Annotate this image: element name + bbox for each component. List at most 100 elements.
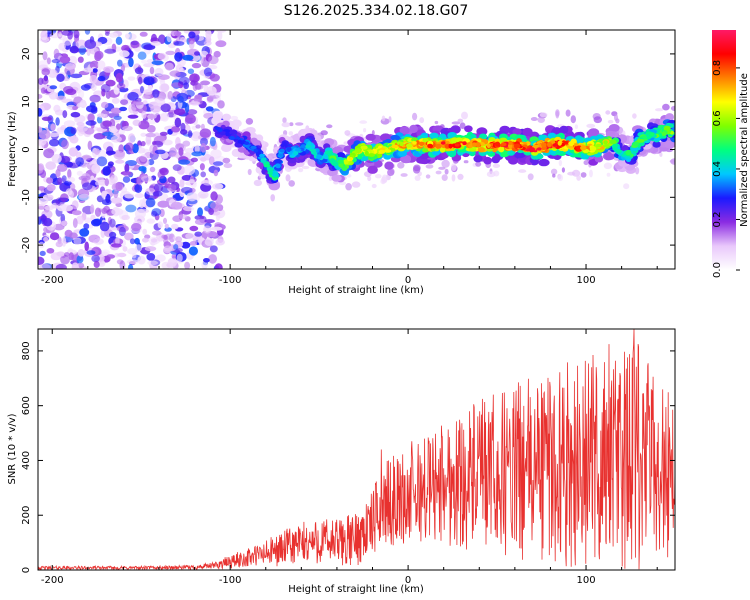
noise-blob <box>127 76 136 81</box>
ridge-blob <box>462 141 467 146</box>
noise-blob <box>141 110 147 119</box>
noise-blob <box>145 187 156 195</box>
noise-blob <box>55 241 63 248</box>
noise-blob <box>174 117 182 128</box>
ridge-blob <box>331 174 342 182</box>
ridge-blob <box>475 142 481 148</box>
noise-blob <box>50 123 56 131</box>
noise-blob <box>86 105 98 113</box>
noise-blob <box>184 261 191 269</box>
noise-blob <box>94 207 102 217</box>
noise-blob <box>41 68 50 76</box>
noise-blob <box>134 237 140 245</box>
noise-blob <box>120 99 129 105</box>
ridge-blob <box>324 150 332 155</box>
ridge-blob <box>513 143 521 149</box>
ridge-blob <box>609 139 617 145</box>
noise-blob <box>138 120 150 130</box>
noise-blob <box>87 113 95 123</box>
noise-blob <box>75 157 84 167</box>
noise-blob <box>128 263 134 269</box>
noise-blob <box>39 263 51 269</box>
noise-blob <box>140 86 144 94</box>
ridge-blob <box>595 143 603 148</box>
spill-blob <box>381 115 386 122</box>
y-tick-label: 800 <box>21 341 32 360</box>
noise-blob <box>212 183 224 190</box>
noise-blob <box>160 112 170 122</box>
noise-blob <box>119 106 128 112</box>
noise-blob <box>86 48 91 56</box>
noise-blob <box>217 30 223 41</box>
ridge-blob <box>537 147 542 151</box>
noise-blob <box>154 67 164 77</box>
y-tick-label: -20 <box>21 237 32 253</box>
noise-blob <box>117 252 127 258</box>
noise-blob <box>56 129 65 135</box>
noise-blob <box>215 238 225 246</box>
noise-blob <box>69 232 78 239</box>
spill-blob <box>397 162 405 169</box>
noise-blob <box>103 66 115 73</box>
spill-blob <box>457 118 464 123</box>
ridge-blob <box>259 153 265 158</box>
ridge-blob <box>367 165 378 174</box>
noise-blob <box>186 191 198 202</box>
ridge-blob <box>280 143 286 148</box>
snr-x-label: Height of straight line (km) <box>288 584 424 595</box>
ridge-blob <box>260 157 267 163</box>
ridge-blob <box>215 126 221 131</box>
noise-blob <box>124 232 134 241</box>
noise-blob <box>139 31 148 37</box>
noise-blob <box>188 179 195 184</box>
noise-blob <box>167 257 178 267</box>
noise-blob <box>138 166 147 172</box>
noise-blob <box>183 165 195 176</box>
snr-x-ticks: -200 -100 0 100 <box>41 329 658 586</box>
noise-blob <box>117 59 123 67</box>
spill-blob <box>367 175 372 181</box>
noise-blob <box>71 200 79 210</box>
spill-blob <box>570 115 576 124</box>
ridge-blob <box>368 153 375 157</box>
noise-blob <box>175 236 183 243</box>
noise-blob <box>144 234 151 239</box>
noise-blob <box>191 151 203 157</box>
noise-blob <box>209 73 220 82</box>
ridge-blob <box>473 155 483 163</box>
noise-blob <box>142 100 148 105</box>
noise-blob <box>83 223 90 230</box>
noise-blob <box>65 188 73 196</box>
noise-blob <box>59 55 71 64</box>
spill-blob <box>565 109 571 117</box>
noise-blob <box>109 231 117 239</box>
noise-blob <box>157 52 166 60</box>
ridge-blob <box>309 148 316 152</box>
spill-blob <box>576 175 581 181</box>
noise-blob <box>58 42 66 51</box>
noise-blob <box>151 33 157 44</box>
noise-blob <box>209 136 216 147</box>
noise-blob <box>39 37 50 43</box>
spill-blob <box>583 160 589 166</box>
noise-blob <box>150 41 161 46</box>
ridge-blob <box>384 161 394 170</box>
noise-blob <box>38 256 45 265</box>
noise-blob <box>110 197 123 204</box>
spill-blob <box>558 159 563 167</box>
noise-blob <box>173 41 185 46</box>
y-tick-label: 0 <box>21 567 32 573</box>
noise-blob <box>136 156 148 165</box>
noise-blob <box>116 123 121 130</box>
colorbar-tick-label: 0.2 <box>712 212 723 228</box>
noise-blob <box>115 236 120 246</box>
noise-blob <box>81 155 92 161</box>
noise-blob <box>147 260 159 266</box>
ridge-blob <box>477 147 485 153</box>
noise-blob <box>203 40 212 46</box>
spill-blob <box>425 174 431 179</box>
noise-blob <box>59 155 71 164</box>
noise-blob <box>89 60 100 70</box>
noise-blob <box>143 76 155 86</box>
x-tick-label: 0 <box>405 575 411 586</box>
